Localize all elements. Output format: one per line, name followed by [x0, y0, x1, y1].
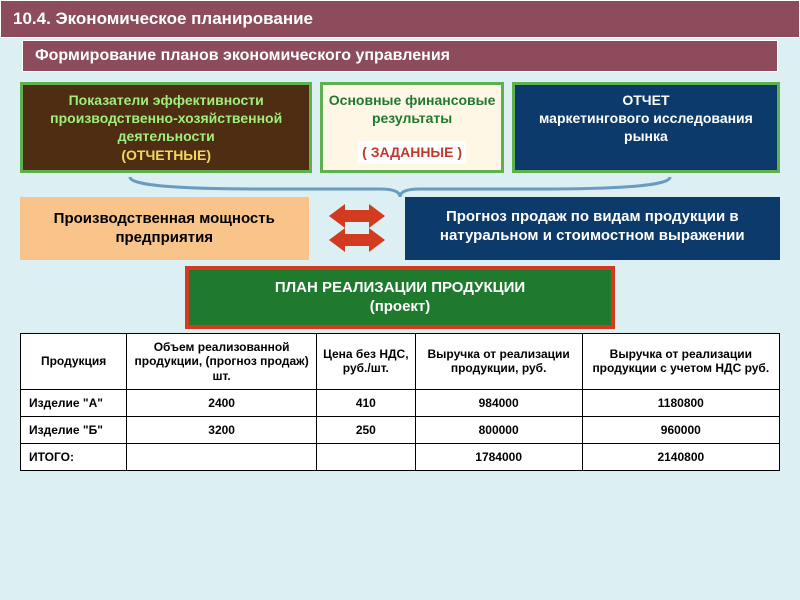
- box1-line2: (ОТЧЕТНЫЕ): [27, 146, 305, 164]
- table-cell: 250: [317, 416, 416, 443]
- table-col-header: Выручка от реализации продукции с учетом…: [582, 333, 779, 389]
- capacity-box: Производственная мощность предприятия: [20, 197, 309, 260]
- table-cell: 3200: [127, 416, 317, 443]
- plan-line2: (проект): [370, 298, 431, 315]
- box2-line1: Основные финансовые результаты: [327, 91, 496, 127]
- box3-line1: ОТЧЕТ: [519, 91, 773, 109]
- box-indicators: Показатели эффективности производственно…: [20, 82, 312, 173]
- forecast-box: Прогноз продаж по видам продукции в нату…: [405, 197, 780, 260]
- double-arrow-icon: [327, 200, 387, 256]
- table-cell: 1180800: [582, 389, 779, 416]
- box3-line2: маркетингового исследования рынка: [539, 110, 753, 144]
- sub-header: Формирование планов экономического управ…: [22, 40, 778, 72]
- table-cell: 960000: [582, 416, 779, 443]
- table-cell: [127, 443, 317, 470]
- box-report: ОТЧЕТ маркетингового исследования рынка: [512, 82, 780, 173]
- sales-plan-table: ПродукцияОбъем реализованной продукции, …: [20, 333, 780, 471]
- table-cell: 410: [317, 389, 416, 416]
- box1-line1: Показатели эффективности производственно…: [27, 91, 305, 146]
- table-row: Изделие "Б"3200250800000960000: [21, 416, 780, 443]
- table-col-header: Продукция: [21, 333, 127, 389]
- bidir-arrow-slot: [327, 197, 387, 260]
- table-cell: Изделие "А": [21, 389, 127, 416]
- plan-box: ПЛАН РЕАЛИЗАЦИИ ПРОДУКЦИИ (проект): [185, 266, 615, 329]
- table-col-header: Цена без НДС, руб./шт.: [317, 333, 416, 389]
- table-cell: [317, 443, 416, 470]
- box-financial: Основные финансовые результаты ( ЗАДАННЫ…: [320, 82, 503, 173]
- table-row: Изделие "А"24004109840001180800: [21, 389, 780, 416]
- table-row: ИТОГО: 17840002140800: [21, 443, 780, 470]
- top-boxes-row: Показатели эффективности производственно…: [0, 72, 800, 179]
- table-header-row: ПродукцияОбъем реализованной продукции, …: [21, 333, 780, 389]
- plan-line1: ПЛАН РЕАЛИЗАЦИИ ПРОДУКЦИИ: [275, 279, 525, 296]
- table-cell: 984000: [415, 389, 582, 416]
- section-header: 10.4. Экономическое планирование: [0, 0, 800, 38]
- table-cell: 2140800: [582, 443, 779, 470]
- middle-row: Производственная мощность предприятия Пр…: [0, 197, 800, 260]
- table-col-header: Выручка от реализации продукции, руб.: [415, 333, 582, 389]
- table-cell: Изделие "Б": [21, 416, 127, 443]
- table-cell: 1784000: [415, 443, 582, 470]
- table-cell: ИТОГО:: [21, 443, 127, 470]
- table-cell: 2400: [127, 389, 317, 416]
- box2-line2: ( ЗАДАННЫЕ ): [358, 141, 466, 163]
- table-cell: 800000: [415, 416, 582, 443]
- brace-connector-icon: [120, 175, 680, 197]
- table-col-header: Объем реализованной продукции, (прогноз …: [127, 333, 317, 389]
- table-body: Изделие "А"24004109840001180800Изделие "…: [21, 389, 780, 470]
